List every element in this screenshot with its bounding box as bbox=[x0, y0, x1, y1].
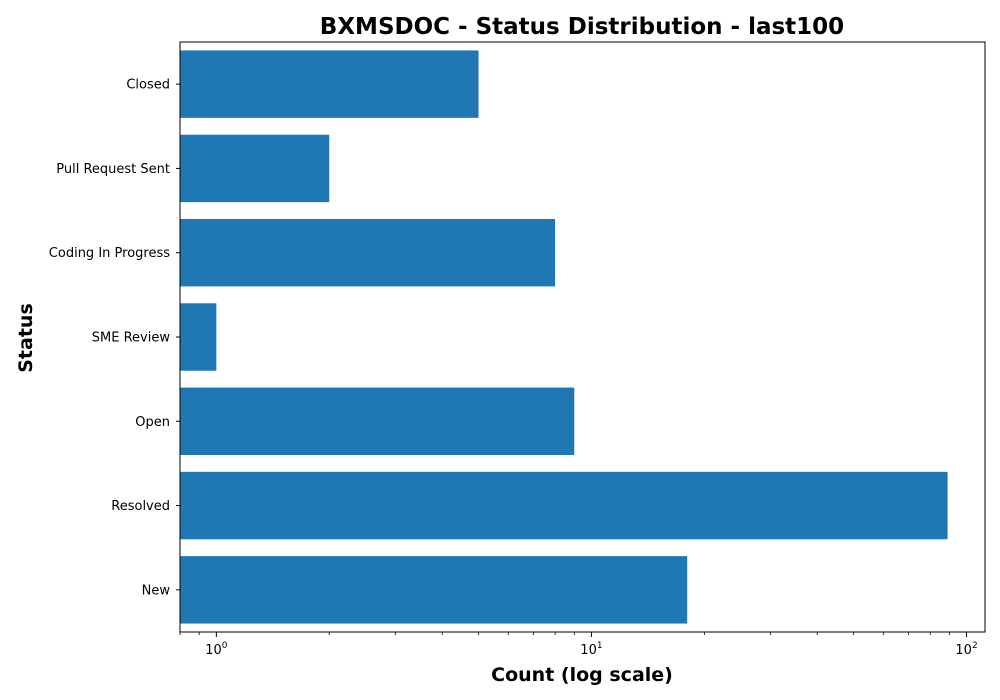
bar-coding-in-progress bbox=[180, 219, 556, 287]
y-axis-label: Status bbox=[15, 303, 37, 373]
y-tick-label: Coding In Progress bbox=[49, 246, 170, 261]
y-tick-label: Closed bbox=[126, 78, 170, 93]
y-tick-label: Pull Request Sent bbox=[56, 162, 170, 177]
x-tick-label: 101 bbox=[580, 641, 602, 658]
bars-layer bbox=[180, 50, 948, 624]
bar-pull-request-sent bbox=[180, 134, 330, 203]
plot-area-frame bbox=[179, 41, 986, 633]
bar-new bbox=[180, 556, 688, 624]
x-axis-label: Count (log scale) bbox=[491, 664, 673, 686]
bar-closed bbox=[180, 50, 479, 118]
bar-resolved bbox=[180, 471, 948, 540]
x-axis-ticks: 100 101 102 bbox=[179, 632, 978, 658]
x-tick-label: 102 bbox=[955, 641, 977, 658]
y-tick-label: New bbox=[142, 583, 171, 598]
y-axis-ticks: Closed Pull Request Sent Coding In Progres… bbox=[49, 78, 180, 598]
chart-title: BXMSDOC - Status Distribution - last100 bbox=[320, 14, 844, 40]
y-tick-label: SME Review bbox=[92, 331, 171, 346]
bar-open bbox=[180, 387, 575, 455]
y-tick-label: Resolved bbox=[111, 499, 170, 514]
bar-sme-review bbox=[180, 303, 217, 371]
x-tick-label: 100 bbox=[205, 641, 228, 658]
y-tick-label: Open bbox=[135, 415, 170, 430]
